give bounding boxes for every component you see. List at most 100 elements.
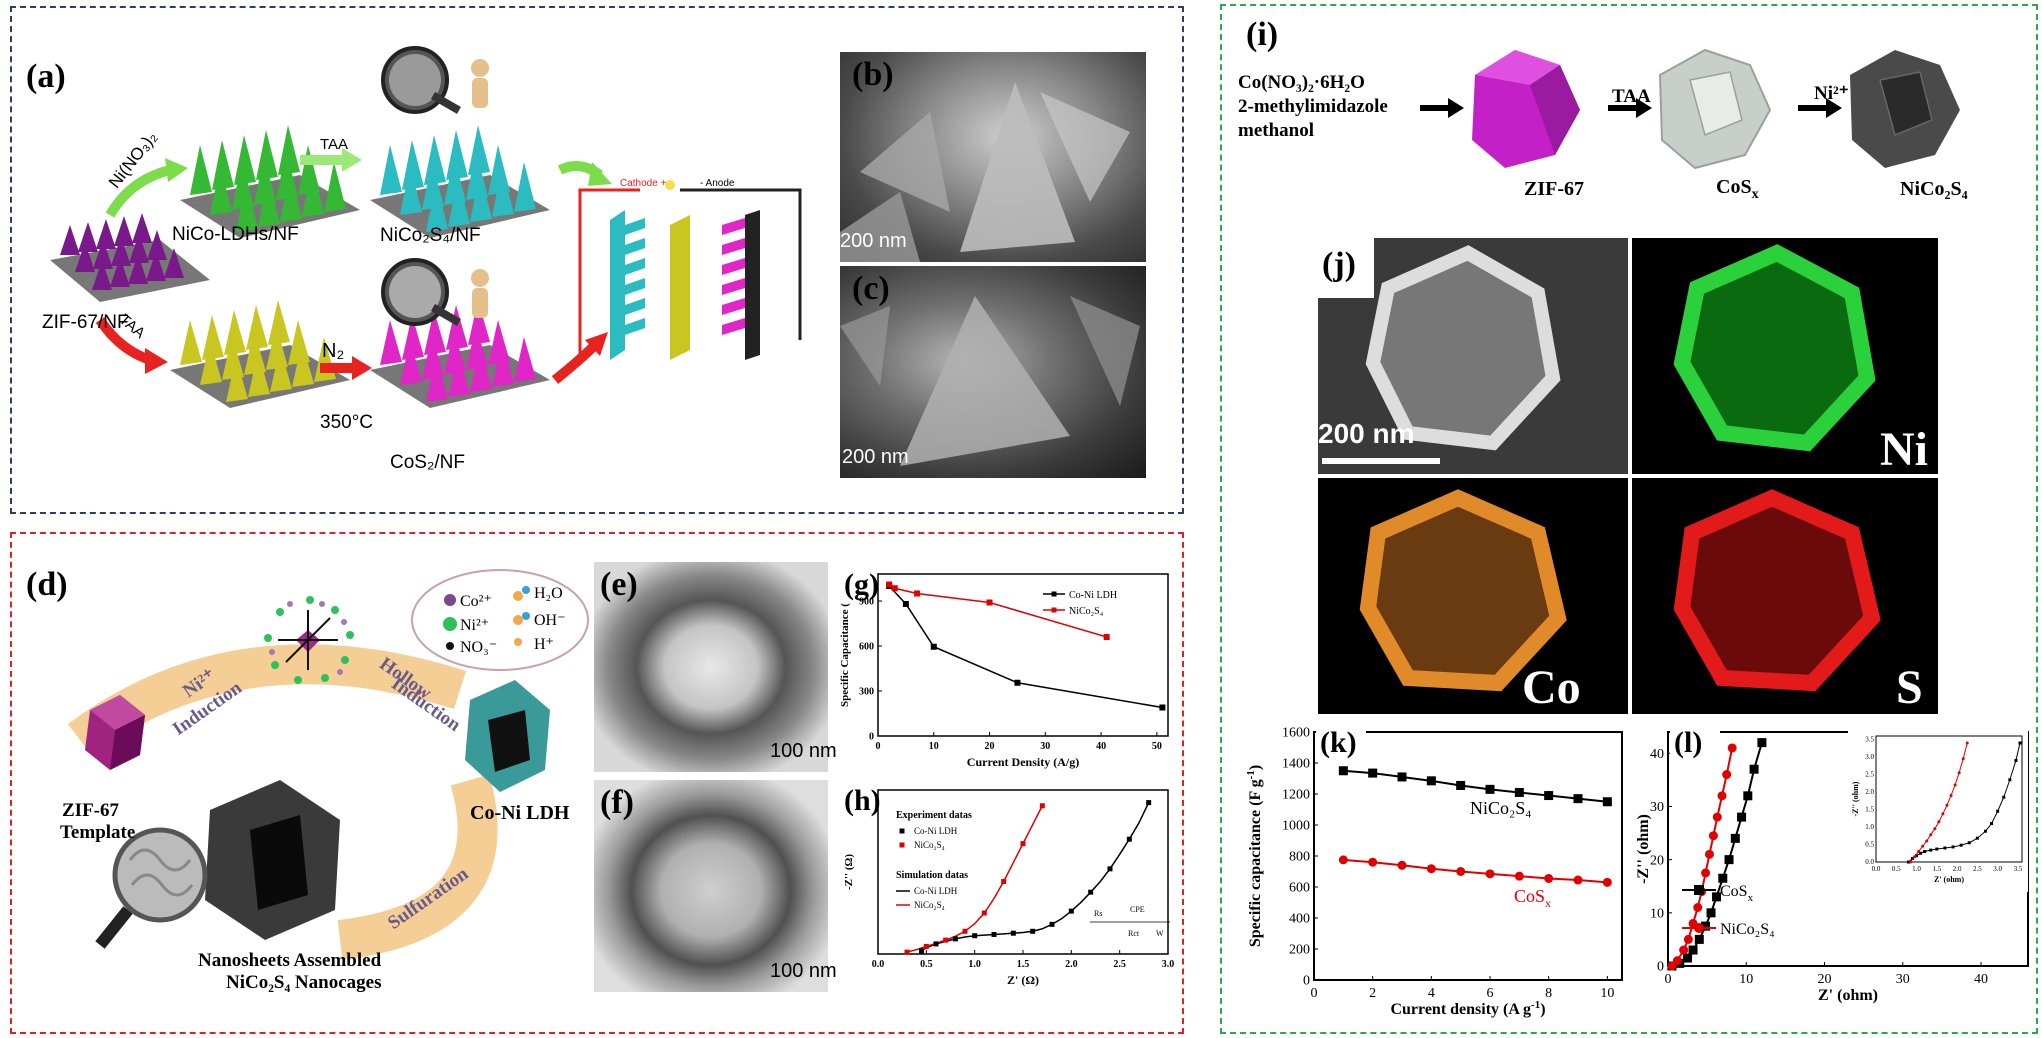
data-point [1485,869,1495,879]
inset-x-tick-label: 0.5 [1892,865,1901,873]
inset-frame [1875,735,2023,863]
i-reagent-3: methanol [1238,120,1314,141]
tem-image-e [594,562,828,772]
sem-image-b [840,52,1146,262]
data-point [1701,921,1711,931]
data-point [914,590,921,597]
data-point [1602,797,1612,807]
legend-label: NiCo₂S₄ [1069,606,1104,617]
data-point [1712,892,1722,902]
data-point [1159,704,1166,711]
i-cos-label: CoSx [1716,176,1759,203]
inset-data-point [1917,850,1921,853]
legend-title-1: Experiment datas [896,810,972,821]
panel-il-frame [1220,4,2038,1034]
inset-data-point [1953,783,1957,787]
inset-data-point [1957,771,1961,775]
y-tick-label: 900 [859,596,874,607]
inset-data-point [1961,757,1965,761]
d-legend-h2o: H₂O [534,585,563,602]
data-point [1456,867,1466,876]
a-zif-label: ZIF-67/NF [42,312,129,333]
data-point [1103,634,1110,640]
a-cathode-label: Cathode + [620,178,667,189]
x-tick-label: 2 [1369,986,1376,1001]
y-tick-label: 400 [1289,912,1310,927]
inset-x-label: Z' (ohm) [1934,875,1964,884]
legend-label: NiCo₂S₄ [914,840,945,850]
inset-x-tick-label: 2.0 [1953,865,1962,873]
series-line-1 [1343,858,1608,884]
data-point [1724,855,1734,865]
panel-a-schematic [50,46,802,408]
panel-e-label: (e) [600,566,638,603]
inset-data-point [1915,854,1919,858]
x-tick-label: 10 [929,741,939,752]
inset-y-tick-label: 0.5 [1865,841,1874,849]
inset-data-point [1990,822,1994,825]
d-legend-h: H⁺ [534,636,554,653]
inset-x-tick-label: 1.0 [1912,865,1921,873]
inset-data-point [1908,860,1912,864]
b-scale: 200 nm [840,230,907,252]
data-point [1146,800,1152,806]
inset-data-point [2014,759,2018,762]
inset-y-tick-label: 1.5 [1865,806,1874,814]
data-point [962,928,968,934]
panel-d-label: (d) [26,566,68,603]
x-axis-label: Z' (Ω) [1007,973,1039,987]
x-tick-label: 1.5 [1017,959,1030,970]
series-line-0 [1343,769,1608,803]
j-label-box [1318,238,1374,298]
panel-l-label-bg [1670,724,1720,762]
data-point [902,601,909,607]
inset-x-tick-label: 1.5 [1932,865,1941,873]
legend-marker [899,828,905,834]
x-tick-label: 8 [1545,986,1552,1001]
inset-data-point [1925,839,1929,843]
y-tick-label: 300 [859,686,874,697]
j-co-label: Co [1522,661,1581,714]
inset-data-point [1975,836,1979,840]
inset-data-point [2002,795,2006,799]
legend-label: CoSx [1720,883,1754,904]
y-tick-label: 0 [869,731,874,742]
y-tick-label: 1200 [1282,788,1310,803]
inset-data-point [2008,778,2012,782]
plot-frame [877,573,1169,737]
data-point [1737,812,1747,822]
a-temp-label: 350°C [320,412,374,433]
inset-data-point [1965,741,1969,745]
y-tick-label: 20 [1650,853,1664,868]
i-cos-sub: x [1751,187,1759,202]
data-point [1397,772,1407,782]
y-tick-label: 1600 [1282,726,1310,741]
d-legend-no3: NO₃⁻ [460,639,498,656]
x-tick-label: 20 [1818,972,1832,987]
panel-abc-frame [10,6,1184,514]
data-point [1679,945,1689,955]
data-point [1672,956,1682,966]
chart-l: 0 10 20 30 40 0 10 20 30 40 Z' (ohm) -Z'' (ohm) CoSx… [1635,724,2029,1004]
data-point [1693,903,1703,912]
zif67-polyhedron [1472,50,1580,168]
y-tick-label: 30 [1650,800,1664,815]
data-point [1514,871,1524,881]
inset-x-tick-label: 3.0 [1993,865,2002,873]
data-point [1049,921,1055,927]
inset-data-point [1943,846,1947,850]
d-nano-2: NiCo₂S₄ Nanocages [226,972,382,993]
i-taa: TAA [1612,86,1651,107]
data-point [1544,791,1554,801]
inset-data-point [1919,851,1923,855]
panel-b-label: (b) [852,56,894,93]
data-point [986,599,993,606]
inset-y-tick-label: 2.0 [1865,788,1874,796]
data-point [923,943,929,949]
inset-data-point [1921,844,1925,848]
c-scale: 200 nm [842,446,909,468]
data-point [1743,791,1753,801]
series-line-0 [888,585,1163,709]
d-legend-ni: Ni²⁺ [460,617,490,634]
data-point [1126,836,1132,842]
